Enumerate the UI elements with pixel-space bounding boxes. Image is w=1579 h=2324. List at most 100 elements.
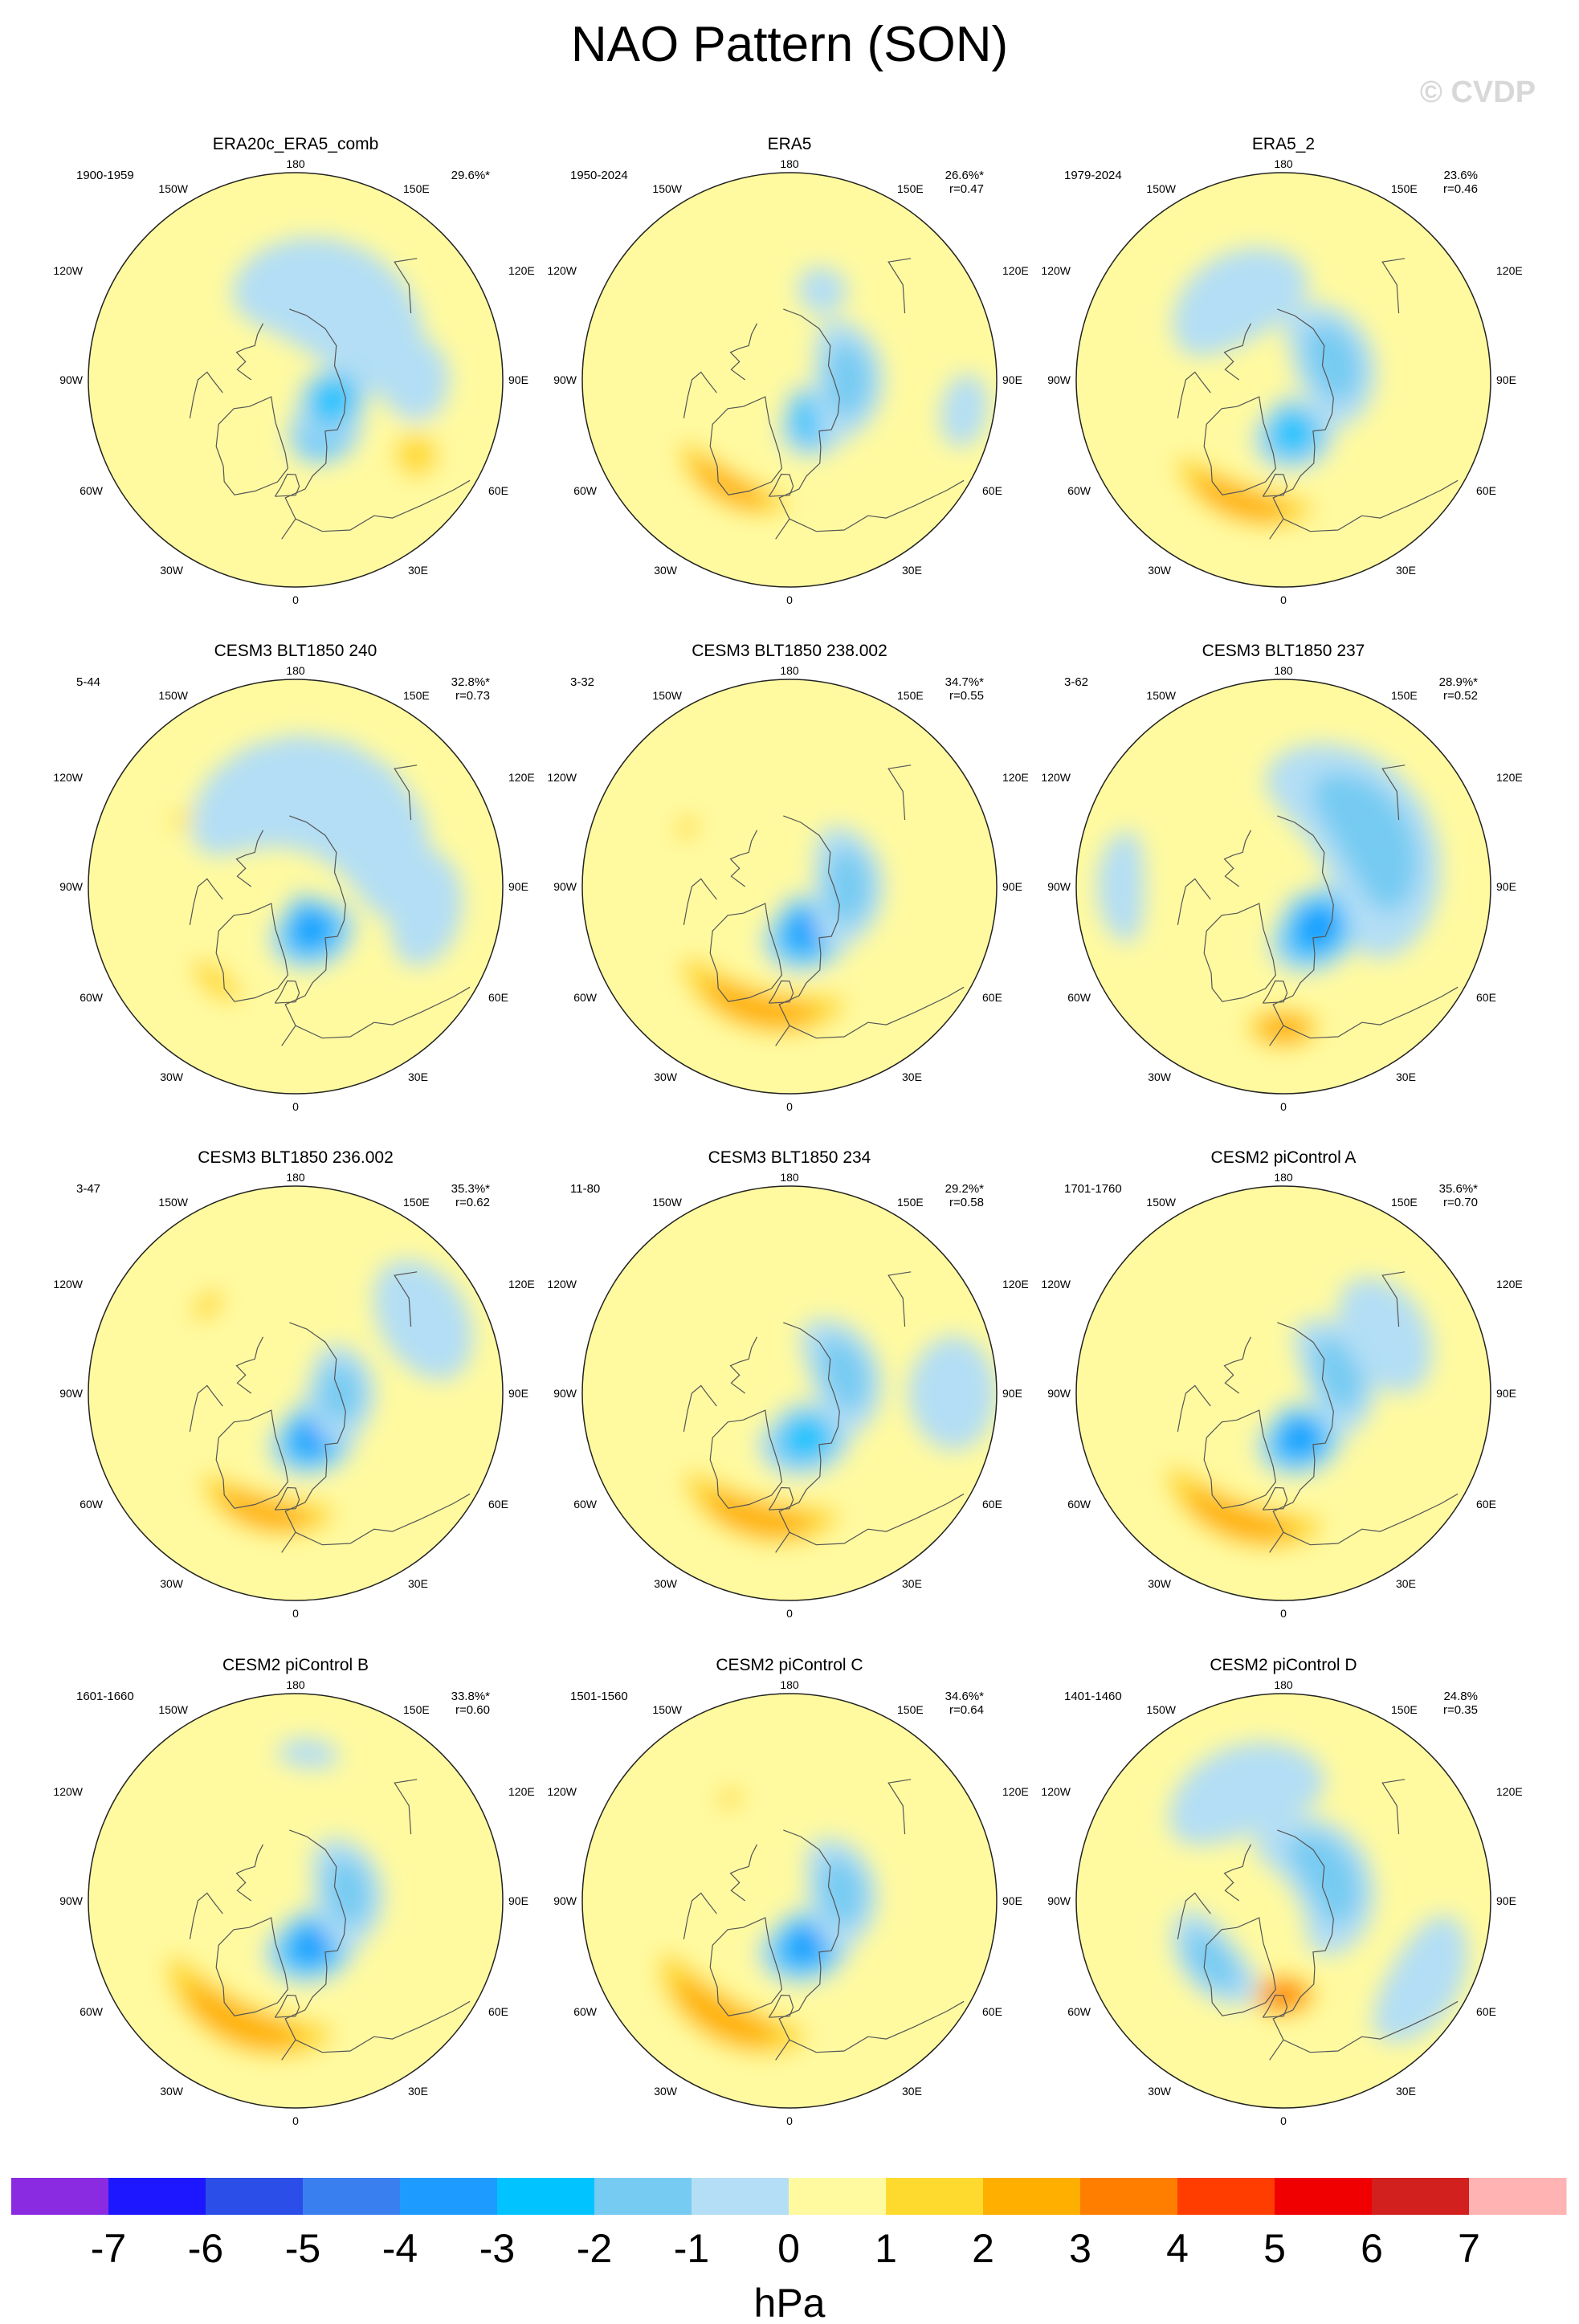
longitude-label: 180 [780, 157, 799, 170]
longitude-label: 90E [1496, 1894, 1516, 1907]
longitude-label: 120E [508, 264, 535, 277]
coastline [281, 1322, 346, 1553]
colorbar-swatch [1275, 2178, 1373, 2215]
panel-variance-pct: 34.7%* [945, 675, 985, 689]
coastline [274, 1486, 300, 1511]
longitude-label: 90E [1002, 880, 1022, 893]
map-boundary [581, 1185, 998, 1601]
coastline [768, 980, 794, 1004]
colorbar-units: hPa [754, 2281, 826, 2324]
longitude-label: 120W [1041, 1785, 1071, 1798]
panel-correlation: r=0.55 [949, 689, 984, 703]
longitude-label: 0 [1280, 593, 1287, 606]
coastline [1269, 1322, 1334, 1553]
coastline [1381, 1271, 1406, 1327]
coastline [887, 1779, 912, 1835]
coastline [189, 1892, 223, 1940]
colorbar-swatch [1177, 2178, 1275, 2215]
negative-anomaly-contour [292, 1928, 333, 1963]
panel-correlation: r=0.52 [1443, 689, 1478, 703]
positive-anomaly-contour [192, 959, 242, 1002]
positive-anomaly-contour [676, 815, 698, 840]
positive-anomaly-contour [692, 459, 769, 508]
coastline [295, 1493, 471, 1546]
panel-title: CESM2 piControl C [716, 1656, 863, 1674]
longitude-label: 30E [1396, 564, 1416, 577]
coastline [789, 2000, 965, 2053]
coastlines [683, 1271, 965, 1553]
negative-anomaly-contour [826, 341, 871, 418]
panel-period: 1950-2024 [570, 169, 628, 182]
coastlines [189, 1271, 471, 1553]
panel-title: CESM3 BLT1850 240 [214, 642, 377, 660]
positive-anomaly-contour [1185, 1488, 1295, 1541]
longitude-label: 90E [1496, 1387, 1516, 1400]
coastline [235, 323, 264, 381]
panel-title: CESM2 piControl A [1211, 1148, 1357, 1167]
negative-anomaly-contour [1312, 773, 1418, 911]
figure-title: NAO Pattern (SON) [571, 17, 1008, 72]
coastline [1269, 308, 1334, 540]
colorbar-swatch [886, 2178, 984, 2215]
panel-variance-pct: 32.8%* [451, 675, 491, 689]
map-boundary [88, 172, 504, 588]
negative-anomaly-contour [908, 1335, 997, 1451]
coastline [394, 258, 418, 314]
longitude-label: 90W [1047, 880, 1071, 893]
longitude-label: 180 [1274, 664, 1293, 677]
positive-anomaly-contour [1194, 474, 1290, 520]
longitude-label: 120E [1496, 1278, 1523, 1290]
coastlines [189, 258, 471, 540]
longitude-label: 60E [982, 484, 1002, 497]
panel-correlation: r=0.70 [1443, 1196, 1478, 1209]
colorbar-tick-label: -1 [674, 2226, 709, 2271]
coastline [215, 1917, 289, 2016]
longitude-label: 60W [573, 484, 598, 497]
coastline [235, 830, 264, 887]
panel-period: 1401-1460 [1064, 1690, 1122, 1703]
colorbar-tick-label: -2 [577, 2226, 612, 2271]
panel-period: 1701-1760 [1064, 1182, 1122, 1196]
map-boundary [1075, 1693, 1491, 2109]
colorbar-swatch [1372, 2178, 1470, 2215]
panel-title: ERA5 [768, 135, 812, 153]
longitude-label: 120E [1496, 264, 1523, 277]
coastline [683, 371, 717, 419]
coastline [789, 479, 965, 532]
coastline [683, 1384, 717, 1433]
panel-title: ERA5_2 [1252, 135, 1315, 153]
colorbar-swatch [206, 2178, 304, 2215]
negative-anomaly-contour [1297, 907, 1339, 948]
longitude-label: 60W [80, 1498, 104, 1511]
longitude-label: 60W [80, 484, 104, 497]
longitude-label: 90E [508, 880, 528, 893]
longitude-label: 150E [897, 689, 924, 702]
longitude-label: 30W [654, 2085, 678, 2098]
longitude-label: 0 [292, 2114, 299, 2127]
positive-anomaly-contour [218, 1490, 312, 1529]
longitude-label: 0 [786, 1607, 793, 1620]
panel-period: 3-47 [76, 1182, 100, 1196]
panel-title: CESM3 BLT1850 234 [708, 1148, 871, 1167]
longitude-label: 90E [508, 373, 528, 386]
longitude-label: 150E [403, 1703, 430, 1716]
longitude-label: 0 [786, 593, 793, 606]
coastline [709, 1917, 783, 2016]
longitude-label: 120E [508, 1785, 535, 1798]
positive-anomaly-contour [675, 1978, 778, 2045]
map-boundary [88, 1693, 504, 2109]
longitude-label: 90W [59, 373, 84, 386]
longitude-label: 180 [780, 1678, 799, 1691]
colorbar-swatch [400, 2178, 498, 2215]
coastline [887, 764, 912, 821]
panel-variance-pct: 33.8%* [451, 1690, 491, 1703]
coastlines [189, 764, 471, 1046]
map-boundary [1075, 172, 1491, 588]
colorbar-swatch [108, 2178, 206, 2215]
longitude-label: 30W [160, 1577, 184, 1590]
negative-anomaly-contour [373, 1259, 474, 1380]
coastline [775, 1322, 840, 1553]
longitude-label: 30E [902, 1070, 922, 1083]
colorbar-swatch [11, 2178, 109, 2215]
longitude-label: 60W [1067, 991, 1091, 1004]
